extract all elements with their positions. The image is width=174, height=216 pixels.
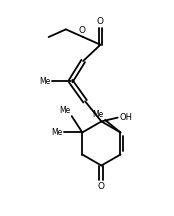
Text: Me: Me xyxy=(59,106,70,115)
Text: Me: Me xyxy=(92,110,104,119)
Text: O: O xyxy=(98,182,105,191)
Text: Me: Me xyxy=(40,77,51,86)
Text: O: O xyxy=(97,17,104,25)
Text: Me: Me xyxy=(51,128,62,137)
Text: O: O xyxy=(79,26,86,35)
Text: OH: OH xyxy=(119,113,132,122)
